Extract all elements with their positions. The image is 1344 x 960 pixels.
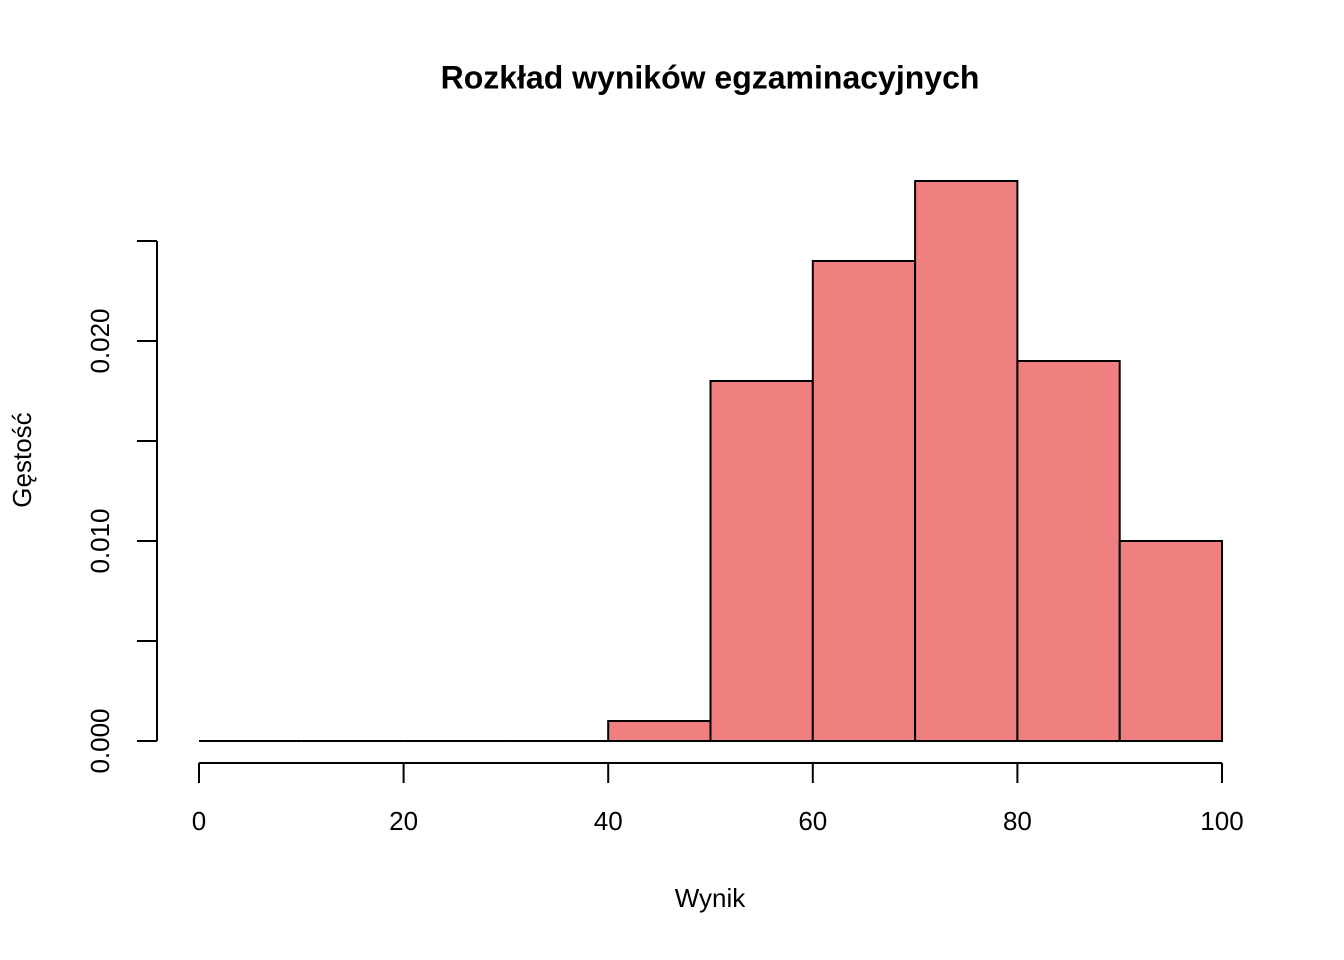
x-tick-label: 100	[1200, 806, 1243, 836]
y-tick-label: 0.020	[85, 308, 115, 373]
y-axis-label: Gęstość	[7, 412, 37, 507]
bar	[811, 260, 917, 742]
bar	[1016, 360, 1121, 742]
chart-title: Rozkład wyników egzaminacyjnych	[441, 59, 980, 95]
y-tick-label: 0.010	[85, 508, 115, 573]
y-tick-label: 0.000	[85, 708, 115, 773]
bar	[914, 180, 1019, 742]
bar	[709, 380, 814, 742]
x-tick-label: 20	[389, 806, 418, 836]
x-tick-label: 80	[1003, 806, 1032, 836]
x-axis-label: Wynik	[675, 883, 747, 913]
x-tick-label: 0	[192, 806, 206, 836]
x-tick-label: 40	[594, 806, 623, 836]
bar	[1118, 540, 1223, 742]
x-tick-label: 60	[798, 806, 827, 836]
bar	[607, 720, 712, 742]
